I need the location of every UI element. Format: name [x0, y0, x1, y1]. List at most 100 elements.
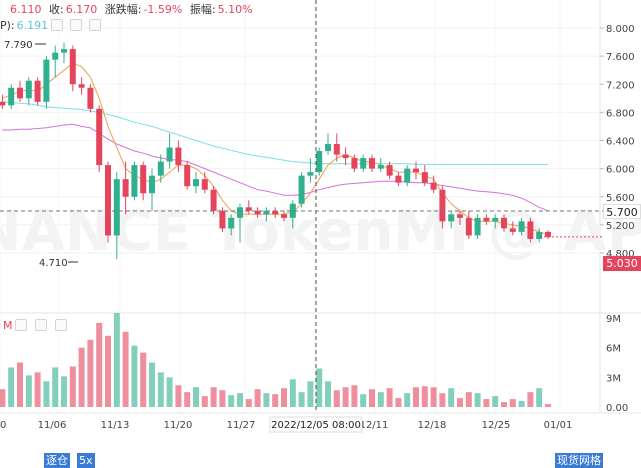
candle-body	[377, 165, 384, 169]
hide-icon[interactable]	[70, 19, 82, 31]
candle-body	[219, 210, 226, 229]
candle-body	[325, 144, 331, 152]
volume-tick-label: 0.00	[606, 403, 628, 414]
volume-bar	[413, 387, 419, 407]
ma-label: P):	[0, 19, 15, 32]
price-tick-label: 5.600	[606, 193, 635, 204]
candle-body	[307, 172, 314, 176]
volume-bar	[492, 396, 499, 407]
vol-hide-icon[interactable]	[35, 319, 47, 331]
volume-bar	[527, 392, 534, 407]
volume-bar	[377, 392, 384, 407]
candle-body	[404, 168, 411, 183]
volume-bar	[34, 372, 41, 407]
ma_mid-line	[2, 123, 549, 212]
close-label: 收:	[49, 3, 64, 16]
candle-body	[501, 217, 507, 229]
candle-body	[351, 158, 358, 169]
volume-bar	[157, 372, 164, 407]
candle-body	[281, 214, 287, 218]
volume-bar	[465, 392, 472, 407]
price-tick-label: 7.600	[606, 52, 635, 63]
extreme-markers: 7.790 4.710	[4, 40, 603, 269]
volume-bar	[281, 388, 287, 407]
candle-body	[113, 179, 120, 236]
volume-bar	[210, 387, 217, 407]
vol-close-icon[interactable]	[55, 319, 67, 331]
crosshair-date-box	[269, 416, 363, 433]
close-icon[interactable]	[89, 19, 101, 31]
candle-body	[25, 80, 32, 99]
candle-body	[201, 179, 208, 190]
low-marker: 4.710	[39, 258, 68, 269]
candle-body	[483, 217, 490, 222]
watermark: BINANCE TokenMi @ APP	[0, 199, 641, 264]
volume-bar	[175, 385, 182, 407]
time-tick-label: 11/20	[164, 420, 193, 431]
vol-settings-icon[interactable]	[15, 319, 27, 331]
leverage-button[interactable]: 5x	[77, 453, 95, 468]
open-value: 6.110	[10, 3, 42, 16]
volume-bar	[360, 394, 367, 407]
volume-bar	[105, 335, 111, 407]
grid-lines	[0, 0, 641, 414]
candle-body	[0, 101, 6, 106]
candle-body	[78, 84, 85, 88]
time-tick-label: 01/01	[544, 420, 573, 431]
volume-tick-label: 6M	[606, 344, 621, 355]
price-tick-label: 6.400	[606, 137, 635, 148]
volume-bar	[122, 331, 129, 407]
candle-body	[140, 165, 147, 194]
volume-bar	[184, 392, 191, 407]
volume-bar	[316, 368, 323, 407]
volume-bar	[395, 398, 402, 407]
candle-body	[395, 175, 402, 183]
volume-bar	[298, 392, 305, 407]
candle-body	[254, 210, 261, 215]
candle-body	[228, 217, 235, 229]
crosshair-date: 2022/12/05 08:00	[271, 420, 361, 431]
candle-body	[34, 80, 41, 102]
volume-label: M	[3, 319, 13, 332]
settings-icon[interactable]	[51, 19, 63, 31]
time-tick-label: 12/25	[482, 420, 511, 431]
candle-body	[193, 179, 199, 187]
candle-body	[518, 221, 525, 232]
candle-body	[175, 147, 182, 166]
volume-bar	[25, 375, 32, 407]
volume-bar	[140, 352, 147, 407]
volume-bar	[518, 401, 525, 407]
crosshair: 2022/12/05 08:00	[0, 0, 603, 433]
volume-bar	[219, 390, 226, 407]
volume-bar	[43, 381, 50, 407]
volume-bar	[237, 393, 243, 407]
candle-body	[474, 217, 481, 236]
candle-body	[492, 217, 499, 222]
volume-bar	[457, 398, 463, 407]
last-price-tag: 5.030	[603, 256, 641, 271]
margin-mode-button[interactable]: 逐仓	[44, 453, 70, 468]
candle-body	[157, 161, 164, 176]
candle-body	[430, 182, 437, 190]
volume-bar	[149, 362, 155, 407]
volume-bar	[254, 389, 261, 407]
volume-bar	[333, 390, 340, 407]
volume-bar	[263, 393, 270, 407]
spot-grid-button[interactable]: 现货网格	[555, 453, 603, 468]
volume-bar	[0, 389, 6, 407]
volume-bar	[369, 389, 375, 407]
close-value: 6.170	[65, 3, 98, 16]
candle-body	[122, 179, 129, 197]
volume-bar	[52, 367, 59, 407]
crosshair-price: 5.700	[603, 204, 641, 219]
candle-body	[316, 151, 323, 173]
volume-bar	[87, 339, 94, 407]
candle-body	[386, 165, 393, 176]
volume-tick-label: 9M	[606, 314, 621, 325]
volume-bar	[342, 387, 349, 407]
change-label: 涨跌幅:	[104, 3, 142, 16]
time-tick-label: 11/06	[38, 420, 67, 431]
candle-body	[210, 189, 217, 211]
candle-body	[237, 207, 243, 218]
